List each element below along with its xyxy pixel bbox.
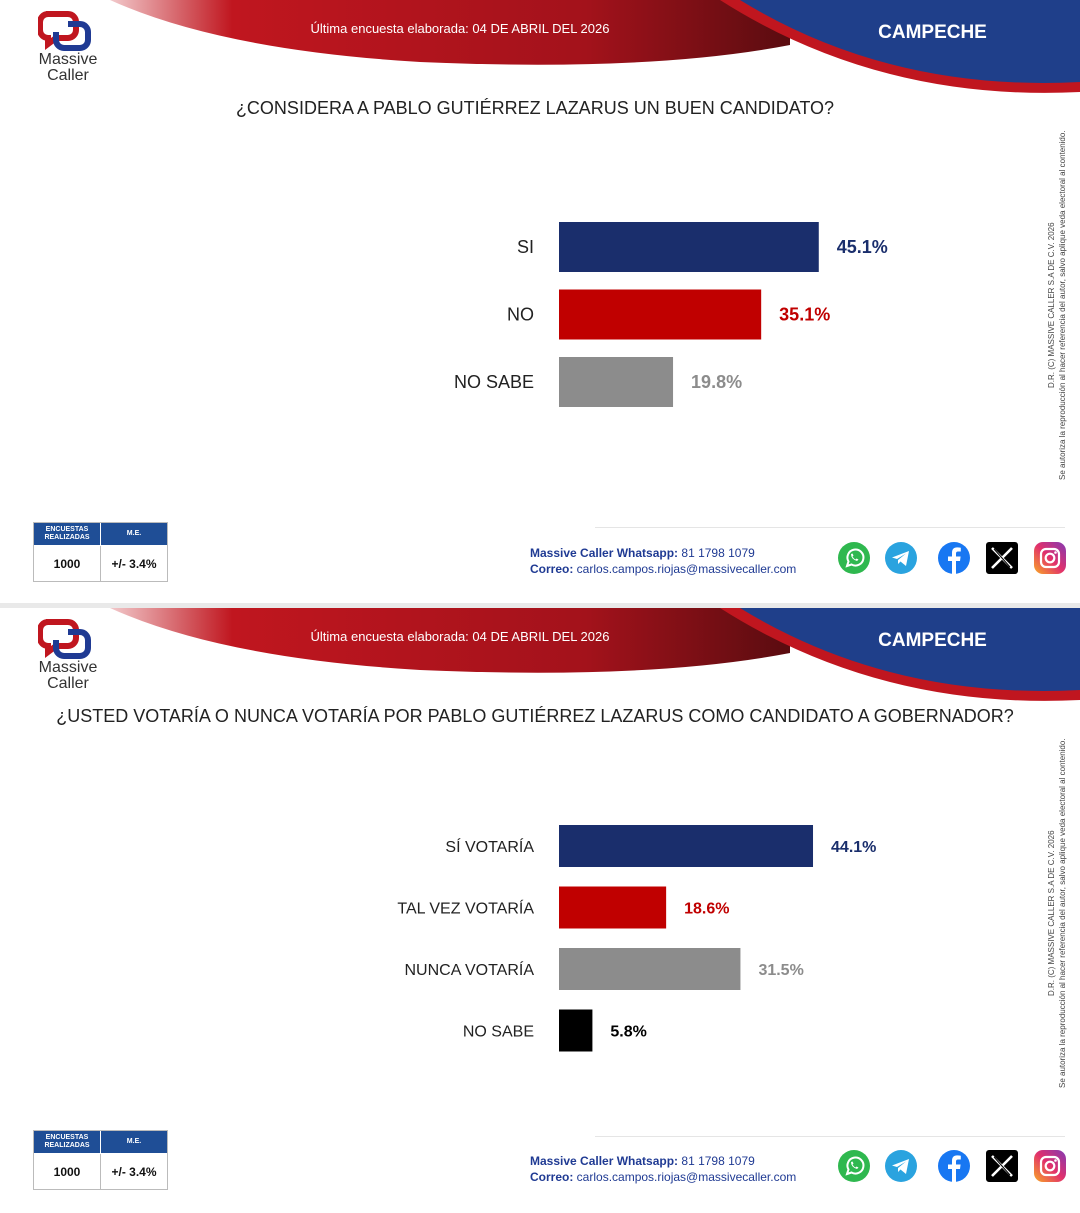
copyright-line: D.R. (C) MASSIVE CALLER S.A DE C.V. 2026 [1047, 830, 1056, 996]
poll-panel-2: Última encuesta elaborada: 04 DE ABRIL D… [0, 608, 1080, 1213]
logo-text-line-2: Caller [47, 67, 89, 84]
value-label: 5.8% [610, 1024, 646, 1041]
email-address[interactable]: carlos.campos.riojas@massivecaller.com [573, 1170, 797, 1184]
survey-date: Última encuesta elaborada: 04 DE ABRIL D… [310, 21, 610, 36]
logo-bubbles-icon [38, 11, 91, 51]
bar-chart-1: SI 45.1% NO 35.1% NO SABE 19.8% [454, 222, 888, 407]
footer-divider [595, 1136, 1065, 1137]
copyright-line: D.R. (C) MASSIVE CALLER S.A DE C.V. 2026 [1047, 222, 1056, 388]
survey-date: Última encuesta elaborada: 04 DE ABRIL D… [310, 629, 610, 644]
x-icon[interactable] [985, 1149, 1019, 1183]
category-label: NUNCA VOTARÍA [405, 960, 535, 979]
facebook-icon[interactable] [937, 541, 971, 575]
survey-stats-box: ENCUESTAS REALIZADAS M.E. 1000 +/- 3.4% [33, 522, 168, 582]
category-label: NO [507, 305, 534, 325]
copyright-side-text: D.R. (C) MASSIVE CALLER S.A DE C.V. 2026… [1046, 105, 1080, 505]
stats-header-surveys: ENCUESTAS REALIZADAS [34, 1131, 100, 1153]
bar [559, 1009, 593, 1052]
whatsapp-number[interactable]: 81 1798 1079 [678, 1154, 755, 1168]
logo-text-line-1: Massive [38, 659, 98, 676]
email-label: Correo: [530, 1170, 574, 1184]
instagram-icon[interactable] [1033, 541, 1067, 575]
stats-header-margin: M.E. [101, 1131, 167, 1153]
stats-margin-value: +/- 3.4% [111, 1164, 157, 1179]
stats-header-margin: M.E. [101, 523, 167, 545]
bar [559, 948, 741, 990]
survey-question: ¿CONSIDERA A PABLO GUTIÉRREZ LAZARUS UN … [235, 98, 835, 118]
category-label: SÍ VOTARÍA [445, 837, 534, 856]
massive-caller-logo: Massive Caller [28, 10, 108, 86]
stats-header-surveys: ENCUESTAS REALIZADAS [34, 523, 100, 545]
value-label: 45.1% [837, 237, 888, 257]
instagram-icon[interactable] [1033, 1149, 1067, 1183]
authorization-line: Se autoriza la reproducción al hacer ref… [1058, 130, 1067, 480]
facebook-icon[interactable] [937, 1149, 971, 1183]
bar [559, 886, 667, 929]
bar [559, 357, 674, 407]
value-label: 31.5% [758, 962, 803, 979]
value-label: 19.8% [691, 372, 742, 392]
logo-text-line-1: Massive [38, 51, 98, 68]
category-label: NO SABE [463, 1024, 534, 1041]
authorization-line: Se autoriza la reproducción al hacer ref… [1058, 738, 1067, 1088]
category-label: TAL VEZ VOTARÍA [397, 899, 534, 918]
category-label: NO SABE [454, 372, 534, 392]
stats-surveys-value: 1000 [34, 546, 101, 581]
contact-info: Massive Caller Whatsapp: 81 1798 1079 Co… [530, 545, 830, 577]
whatsapp-icon[interactable] [837, 1149, 871, 1183]
value-label: 18.6% [684, 901, 729, 918]
whatsapp-label: Massive Caller Whatsapp: [530, 1154, 679, 1168]
bar [559, 289, 762, 340]
header-banner [110, 608, 1080, 701]
x-icon[interactable] [985, 541, 1019, 575]
value-label: 44.1% [831, 839, 876, 856]
telegram-icon[interactable] [884, 541, 918, 575]
region-title: CAMPECHE [878, 630, 987, 651]
logo-text-line-2: Caller [47, 675, 89, 692]
telegram-icon[interactable] [884, 1149, 918, 1183]
whatsapp-label: Massive Caller Whatsapp: [530, 546, 679, 560]
bar-chart-2: SÍ VOTARÍA 44.1% TAL VEZ VOTARÍA 18.6% NUNCA… [397, 825, 876, 1052]
stats-surveys-value: 1000 [34, 1154, 101, 1189]
bar [559, 222, 819, 272]
bar [559, 825, 814, 867]
massive-caller-logo: Massive Caller [28, 618, 108, 694]
email-label: Correo: [530, 562, 574, 576]
value-label: 35.1% [779, 305, 830, 325]
category-label: SI [517, 237, 534, 257]
whatsapp-number[interactable]: 81 1798 1079 [678, 546, 755, 560]
header-banner [110, 0, 1080, 93]
copyright-side-text: D.R. (C) MASSIVE CALLER S.A DE C.V. 2026… [1046, 713, 1080, 1113]
contact-info: Massive Caller Whatsapp: 81 1798 1079 Co… [530, 1153, 830, 1185]
region-title: CAMPECHE [878, 22, 987, 43]
footer-divider [595, 527, 1065, 528]
survey-stats-box: ENCUESTAS REALIZADAS M.E. 1000 +/- 3.4% [33, 1130, 168, 1190]
survey-question: ¿USTED VOTARÍA O NUNCA VOTARÍA POR PABLO… [56, 706, 1014, 726]
whatsapp-icon[interactable] [837, 541, 871, 575]
stats-margin-value: +/- 3.4% [111, 556, 157, 571]
poll-panel-1: Última encuesta elaborada: 04 DE ABRIL D… [0, 0, 1080, 603]
email-address[interactable]: carlos.campos.riojas@massivecaller.com [573, 562, 797, 576]
logo-bubbles-icon [38, 619, 91, 659]
